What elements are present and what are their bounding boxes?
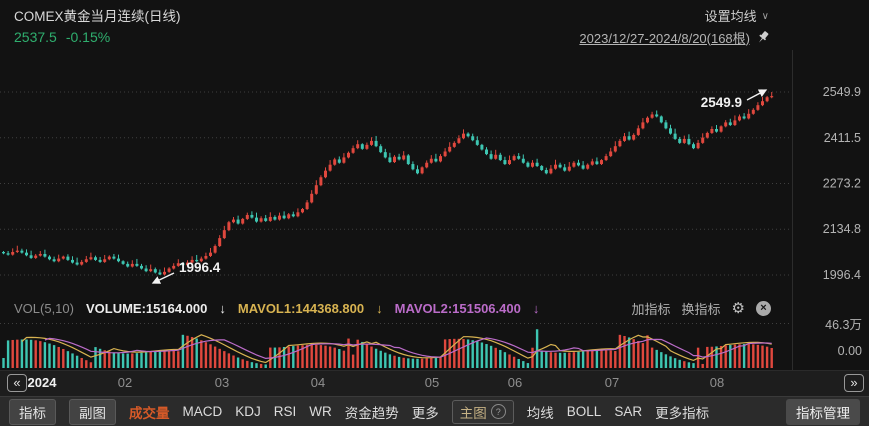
volume-axis-max: 46.3万	[825, 318, 862, 332]
indicator-manage-button[interactable]: 指标管理	[786, 398, 860, 425]
y-axis-label: 2134.8	[823, 222, 861, 236]
volume-value: VOLUME:15164.000	[85, 300, 208, 316]
mavol2-value: MAVOL2:151506.400	[394, 300, 521, 316]
toolbar-subchart-button[interactable]: 副图	[69, 398, 116, 425]
gridlines	[0, 91, 791, 276]
price-change-percent: -0.15%	[65, 29, 111, 45]
x-axis-label: 02	[117, 375, 133, 390]
toolbar-macd-tab[interactable]: MACD	[182, 404, 223, 419]
chart-header: COMEX黄金当月连续(日线) 设置均线 ∨	[0, 0, 793, 26]
quote: 2537.5 -0.15%	[14, 29, 110, 45]
toolbar-main-chart-button[interactable]: 主图 ?	[451, 399, 514, 424]
volume-axis-min: 0.00	[837, 344, 862, 358]
mavol1-value: MAVOL1:144368.800	[237, 300, 365, 316]
x-axis-label: 06	[507, 375, 523, 390]
candles-group	[2, 92, 774, 276]
ma-settings-label: 设置均线	[704, 8, 757, 24]
help-icon: ?	[490, 404, 506, 419]
toolbar-ma-tab[interactable]: 均线	[526, 405, 554, 421]
instrument-title: COMEX黄金当月连续(日线)	[14, 9, 181, 24]
x-axis-label: 08	[709, 375, 725, 390]
toolbar-more-tab[interactable]: 更多	[411, 405, 439, 421]
volume-down-arrow-icon: ↓	[219, 300, 226, 316]
mavol2-line	[44, 337, 772, 360]
scroll-left-button[interactable]: «	[7, 374, 27, 392]
toolbar-boll-tab[interactable]: BOLL	[566, 404, 602, 419]
x-axis-label: 04	[310, 375, 326, 390]
quote-row: 2537.5 -0.15% 2023/12/27-2024/8/20(168根)	[0, 26, 793, 48]
switch-indicator-button[interactable]: 换指标	[681, 301, 721, 317]
indicator-toolbar: 指标 副图 成交量 MACD KDJ RSI WR 资金趋势 更多 主图 ? 均…	[0, 396, 869, 426]
toolbar-indicator-button[interactable]: 指标	[9, 398, 56, 425]
scroll-right-button[interactable]: »	[844, 374, 864, 392]
toolbar-fund-trend-tab[interactable]: 资金趋势	[344, 405, 399, 421]
axis-separator	[792, 50, 793, 370]
main-chart-label: 主图	[459, 405, 487, 421]
pin-icon[interactable]	[756, 30, 771, 45]
x-axis-label: 05	[424, 375, 440, 390]
candlestick-chart[interactable]: 2549.9 2411.5 2273.2 2134.8 1996.4 2549.9 1996…	[0, 0, 869, 296]
annotations: 2549.9 1996.4	[151, 89, 768, 284]
low-annotation: 1996.4	[179, 260, 221, 275]
add-indicator-button[interactable]: 加指标	[631, 301, 671, 317]
mavol2-down-arrow-icon: ↓	[532, 300, 540, 316]
y-axis-label: 2549.9	[823, 85, 861, 99]
mavol1-down-arrow-icon: ↓	[376, 300, 383, 316]
x-axis-label: 03	[214, 375, 230, 390]
y-axis-label: 1996.4	[823, 268, 861, 282]
toolbar-wr-tab[interactable]: WR	[309, 404, 332, 419]
vol-indicator-name: VOL(5,10)	[14, 300, 74, 316]
x-axis-label: 2024	[27, 375, 57, 390]
y-axis-label: 2273.2	[823, 176, 861, 190]
toolbar-rsi-tab[interactable]: RSI	[273, 404, 297, 419]
toolbar-sar-tab[interactable]: SAR	[614, 404, 643, 419]
y-axis-label: 2411.5	[824, 131, 861, 145]
ma-settings-button[interactable]: 设置均线 ∨	[705, 6, 769, 25]
date-range-link[interactable]: 2023/12/27-2024/8/20(168根)	[579, 30, 750, 46]
volume-indicator-header: VOL(5,10) VOLUME:15164.000 ↓ MAVOL1:1443…	[0, 296, 793, 320]
x-axis-label: 07	[604, 375, 620, 390]
toolbar-kdj-tab[interactable]: KDJ	[235, 404, 261, 419]
time-axis: « » 2024 02 03 04 05 06 07 08	[0, 370, 869, 396]
last-price: 2537.5	[14, 29, 57, 45]
toolbar-more-indicators-tab[interactable]: 更多指标	[655, 405, 710, 421]
volume-chart[interactable]	[0, 320, 869, 370]
gear-icon[interactable]: ⚙	[731, 300, 745, 317]
toolbar-volume-tab[interactable]: 成交量	[129, 405, 170, 421]
high-annotation: 2549.9	[701, 95, 742, 110]
close-icon[interactable]: ×	[756, 300, 771, 316]
chevron-down-icon: ∨	[761, 10, 769, 22]
